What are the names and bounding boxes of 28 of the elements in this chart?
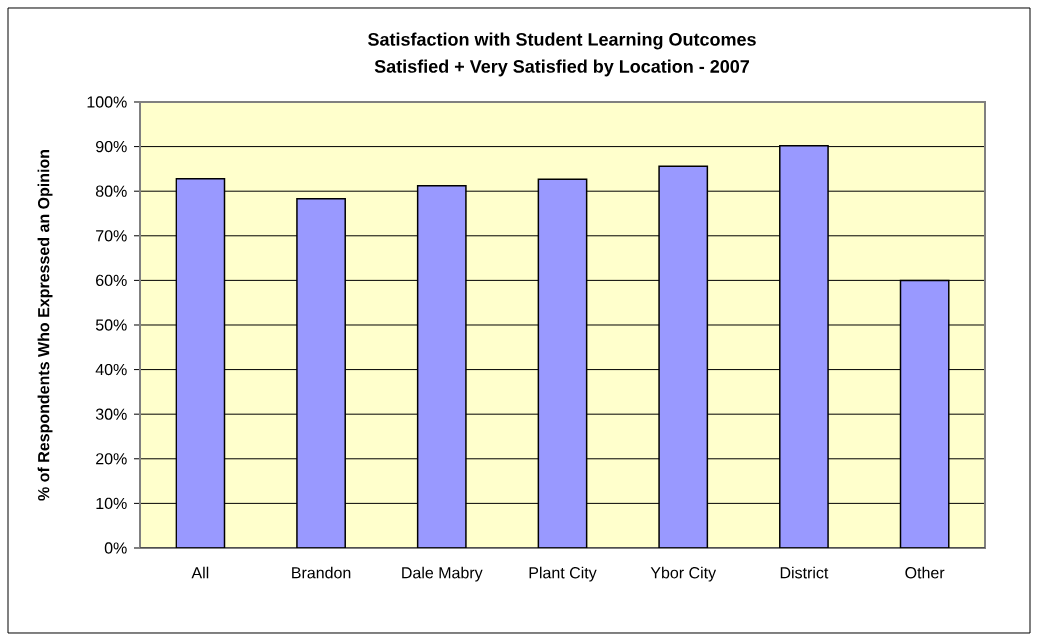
x-tick-label: All — [191, 566, 209, 579]
y-tick-label: 40% — [95, 363, 127, 376]
y-tick-label: 60% — [96, 274, 127, 287]
y-tick-label: 80% — [95, 185, 127, 197]
y-tick-label: 20% — [96, 453, 127, 465]
bar — [658, 165, 709, 548]
bar — [416, 185, 467, 548]
bar — [296, 198, 346, 548]
y-tick-label: 100% — [87, 96, 127, 108]
chart-title: Satisfaction with Student Learning Outcomes — [368, 32, 756, 50]
bar — [779, 144, 829, 548]
x-tick-label: Plant City — [529, 566, 597, 582]
chart-subtitle: Satisfied + Very Satisfied by Location - 2007 — [374, 59, 750, 77]
bar — [537, 178, 588, 548]
y-tick-label: 70% — [96, 230, 127, 242]
y-axis-title: % of Respondents Who Expressed an Opinion — [37, 149, 53, 501]
y-tick-label: 0% — [104, 542, 127, 554]
y-tick-label: 90% — [96, 140, 127, 153]
bar — [899, 279, 950, 548]
bar — [175, 177, 226, 548]
y-tick-label: 30% — [95, 408, 127, 420]
x-tick-label: Ybor City — [650, 566, 717, 582]
x-tick-label: Other — [905, 566, 945, 579]
x-tick-label: District — [780, 566, 829, 579]
x-tick-label: Brandon — [292, 566, 351, 579]
x-tick-label: Dale Mabry — [402, 566, 483, 582]
y-tick-label: 10% — [96, 497, 127, 510]
y-tick-label: 50% — [95, 319, 127, 331]
